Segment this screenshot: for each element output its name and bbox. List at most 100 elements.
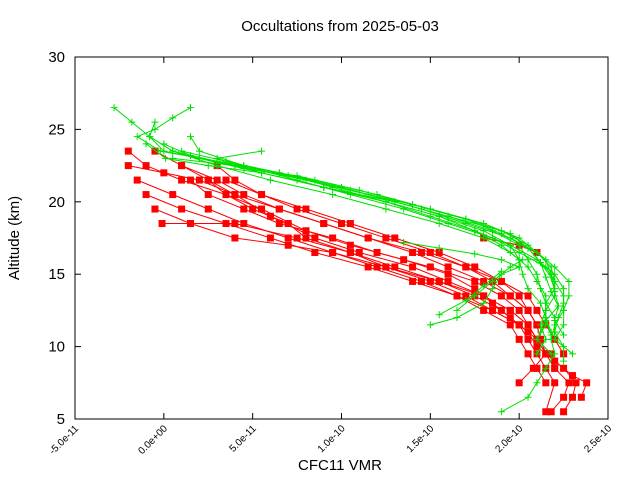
data-point-square bbox=[426, 263, 434, 271]
data-point-square bbox=[124, 147, 132, 155]
data-point-square bbox=[542, 350, 550, 358]
profile-series bbox=[169, 154, 562, 339]
data-point-plus bbox=[533, 335, 541, 343]
data-point-plus bbox=[382, 205, 390, 213]
y-tick-label: 30 bbox=[48, 49, 65, 66]
data-point-square bbox=[240, 220, 248, 228]
data-point-square bbox=[515, 335, 523, 343]
data-point-square bbox=[489, 306, 497, 314]
data-point-plus bbox=[266, 176, 274, 184]
x-tick-label: 2.5e-10 bbox=[582, 423, 614, 455]
data-point-plus bbox=[186, 104, 194, 112]
data-point-plus bbox=[536, 299, 544, 307]
data-point-plus bbox=[160, 140, 168, 148]
data-point-plus bbox=[471, 250, 479, 258]
data-point-plus bbox=[435, 220, 443, 228]
data-point-square bbox=[551, 364, 559, 372]
data-point-plus bbox=[547, 273, 555, 281]
data-point-plus bbox=[195, 154, 203, 162]
data-point-square bbox=[382, 263, 390, 271]
data-point-plus bbox=[524, 285, 532, 293]
data-point-plus bbox=[536, 321, 544, 329]
data-point-square bbox=[471, 263, 479, 271]
data-point-plus bbox=[497, 241, 505, 249]
data-point-plus bbox=[533, 277, 541, 285]
data-point-square bbox=[572, 379, 580, 387]
data-point-square bbox=[506, 321, 514, 329]
data-point-square bbox=[231, 191, 239, 199]
data-point-plus bbox=[497, 256, 505, 264]
data-point-plus bbox=[169, 114, 177, 122]
data-point-plus bbox=[480, 282, 488, 290]
data-point-square bbox=[533, 343, 541, 351]
data-series bbox=[110, 104, 591, 416]
data-point-square bbox=[391, 263, 399, 271]
data-point-plus bbox=[204, 162, 212, 170]
data-point-square bbox=[435, 277, 443, 285]
data-point-plus bbox=[480, 299, 488, 307]
data-point-square bbox=[524, 335, 532, 343]
y-tick-label: 5 bbox=[57, 411, 65, 428]
data-point-plus bbox=[400, 238, 408, 246]
data-point-square bbox=[547, 408, 555, 416]
data-point-square bbox=[506, 292, 514, 300]
data-point-plus bbox=[547, 331, 555, 339]
data-point-square bbox=[204, 191, 212, 199]
data-point-square bbox=[524, 350, 532, 358]
data-point-square bbox=[213, 176, 221, 184]
y-tick-label: 10 bbox=[48, 339, 65, 356]
data-point-plus bbox=[560, 321, 568, 329]
data-point-plus bbox=[565, 292, 573, 300]
data-point-square bbox=[355, 248, 363, 256]
data-point-plus bbox=[462, 215, 470, 223]
data-point-square bbox=[204, 205, 212, 213]
data-point-plus bbox=[142, 140, 150, 148]
data-point-plus bbox=[542, 317, 550, 325]
data-point-plus bbox=[258, 147, 266, 155]
data-point-plus bbox=[524, 263, 532, 271]
data-point-square bbox=[231, 176, 239, 184]
data-point-square bbox=[142, 162, 150, 170]
data-point-square bbox=[346, 220, 354, 228]
data-point-plus bbox=[435, 311, 443, 319]
data-point-square bbox=[497, 306, 505, 314]
data-point-plus bbox=[533, 256, 541, 264]
data-point-square bbox=[284, 234, 292, 242]
data-point-square bbox=[275, 205, 283, 213]
data-point-plus bbox=[536, 259, 544, 267]
data-point-square bbox=[258, 205, 266, 213]
data-point-square bbox=[240, 205, 248, 213]
data-point-square bbox=[480, 292, 488, 300]
data-point-square bbox=[506, 306, 514, 314]
data-point-plus bbox=[329, 191, 337, 199]
data-point-square bbox=[524, 306, 532, 314]
data-point-square bbox=[151, 147, 159, 155]
data-point-square bbox=[391, 234, 399, 242]
data-point-square bbox=[302, 234, 310, 242]
data-point-square bbox=[346, 248, 354, 256]
series-line bbox=[207, 179, 520, 326]
data-point-square bbox=[266, 234, 274, 242]
data-point-square bbox=[364, 234, 372, 242]
data-point-plus bbox=[542, 335, 550, 343]
data-point-plus bbox=[444, 220, 452, 228]
data-point-square bbox=[480, 306, 488, 314]
x-tick-label: 5.0e-11 bbox=[228, 423, 260, 455]
data-point-square bbox=[346, 241, 354, 249]
profile-series bbox=[400, 238, 523, 271]
profile-series bbox=[160, 140, 568, 339]
y-tick-label: 15 bbox=[48, 266, 65, 283]
data-point-square bbox=[533, 306, 541, 314]
data-point-plus bbox=[128, 118, 136, 126]
data-point-plus bbox=[524, 244, 532, 252]
data-point-plus bbox=[489, 285, 497, 293]
data-point-square bbox=[293, 205, 301, 213]
data-point-square bbox=[169, 191, 177, 199]
data-point-square bbox=[293, 234, 301, 242]
series-line bbox=[162, 223, 556, 369]
data-point-square bbox=[204, 176, 212, 184]
data-point-square bbox=[178, 205, 186, 213]
data-point-square bbox=[151, 205, 159, 213]
data-point-plus bbox=[284, 172, 292, 180]
